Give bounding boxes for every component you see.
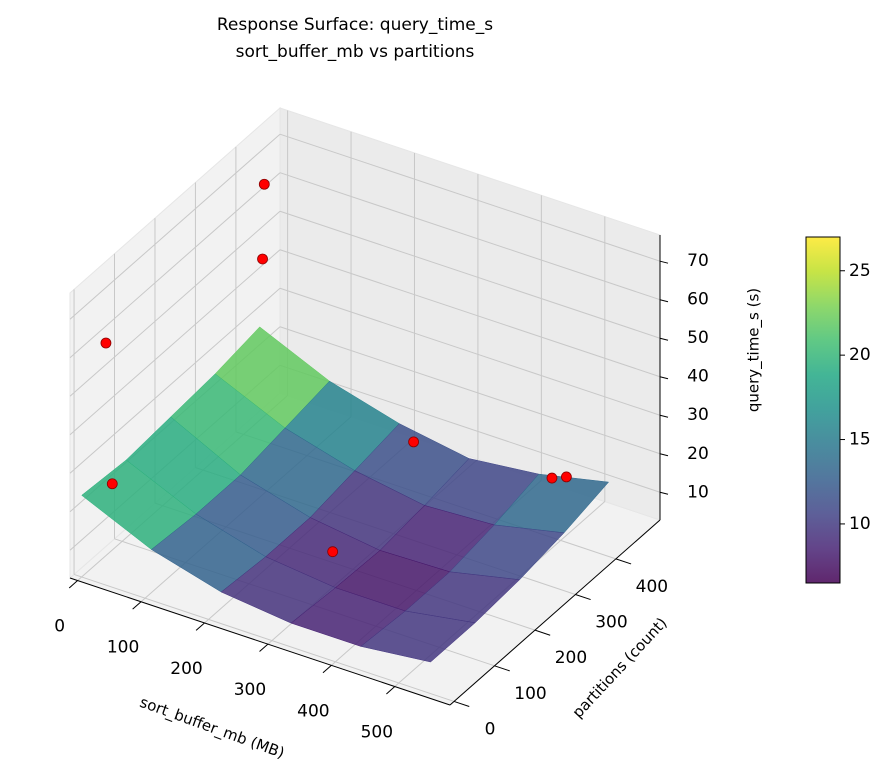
colorbar-tick-label: 20 — [849, 345, 871, 365]
z-tick — [659, 376, 669, 380]
data-point — [408, 436, 419, 448]
data-point — [560, 471, 572, 483]
x-tick-label: 200 — [170, 659, 202, 679]
data-point — [257, 253, 268, 265]
z-tick-label: 70 — [687, 251, 709, 271]
data-point — [100, 337, 112, 349]
x-tick-label: 100 — [107, 638, 139, 658]
colorbar-tick-label: 15 — [849, 430, 871, 450]
axis-line — [69, 577, 451, 706]
x-tick — [259, 643, 269, 652]
y-tick — [453, 700, 470, 707]
z-tick-label: 40 — [687, 367, 709, 387]
grid-line — [69, 249, 281, 436]
y-tick-label: 0 — [485, 719, 496, 739]
grid-line — [279, 287, 661, 416]
x-tick-label: 400 — [297, 701, 329, 721]
data-point — [106, 478, 118, 490]
y-tick — [494, 665, 510, 672]
x-tick — [386, 686, 396, 695]
colorbar-tick-label: 25 — [849, 261, 871, 281]
x-tick — [68, 580, 78, 589]
x-tick-label: 300 — [234, 680, 266, 700]
y-tick-label: 100 — [514, 684, 546, 704]
z-tick-label: 60 — [687, 290, 709, 310]
colorbar-tick-label: 10 — [849, 514, 871, 534]
z-tick — [659, 260, 669, 264]
grid-line — [279, 172, 661, 301]
y-tick-label: 200 — [555, 648, 587, 668]
grid-line — [73, 573, 455, 702]
z-tick — [659, 299, 669, 303]
x-tick — [322, 664, 332, 674]
y-tick — [575, 594, 591, 601]
z-tick-label: 10 — [687, 482, 709, 502]
grid-line — [69, 172, 281, 359]
y-tick — [615, 558, 632, 565]
x-tick-label: 0 — [54, 617, 65, 637]
z-tick-label: 30 — [687, 405, 709, 425]
y-tick-label: 300 — [595, 612, 627, 632]
z-tick — [659, 414, 669, 418]
surface-patch — [360, 610, 476, 663]
y-tick — [534, 629, 551, 636]
z-tick-label: 50 — [687, 328, 709, 348]
grid-line — [279, 326, 661, 455]
z-tick — [659, 453, 669, 457]
z-tick-label: 20 — [687, 444, 709, 464]
z-tick — [659, 491, 669, 495]
grid-line — [69, 133, 281, 320]
x-tick — [195, 622, 205, 631]
chart-subtitle: sort_buffer_mb vs partitions — [236, 42, 475, 62]
grid-line — [69, 210, 281, 397]
grid-line — [279, 133, 661, 262]
grid-line — [279, 249, 661, 378]
z-tick — [659, 337, 669, 341]
data-point — [327, 546, 339, 558]
chart-title: Response Surface: query_time_s — [217, 15, 493, 35]
grid-line — [279, 364, 661, 493]
x-tick — [132, 601, 142, 610]
colorbar — [805, 236, 841, 584]
x-tick-label: 500 — [361, 723, 393, 743]
axis-line — [449, 519, 661, 706]
y-tick-label: 400 — [636, 577, 668, 597]
x-axis-label: sort_buffer_mb (MB) — [137, 693, 287, 763]
z-axis-label: query_time_s (s) — [745, 288, 764, 412]
data-point — [546, 472, 558, 484]
data-point — [258, 178, 270, 190]
grid-line — [69, 287, 281, 474]
grid-line — [279, 210, 661, 339]
